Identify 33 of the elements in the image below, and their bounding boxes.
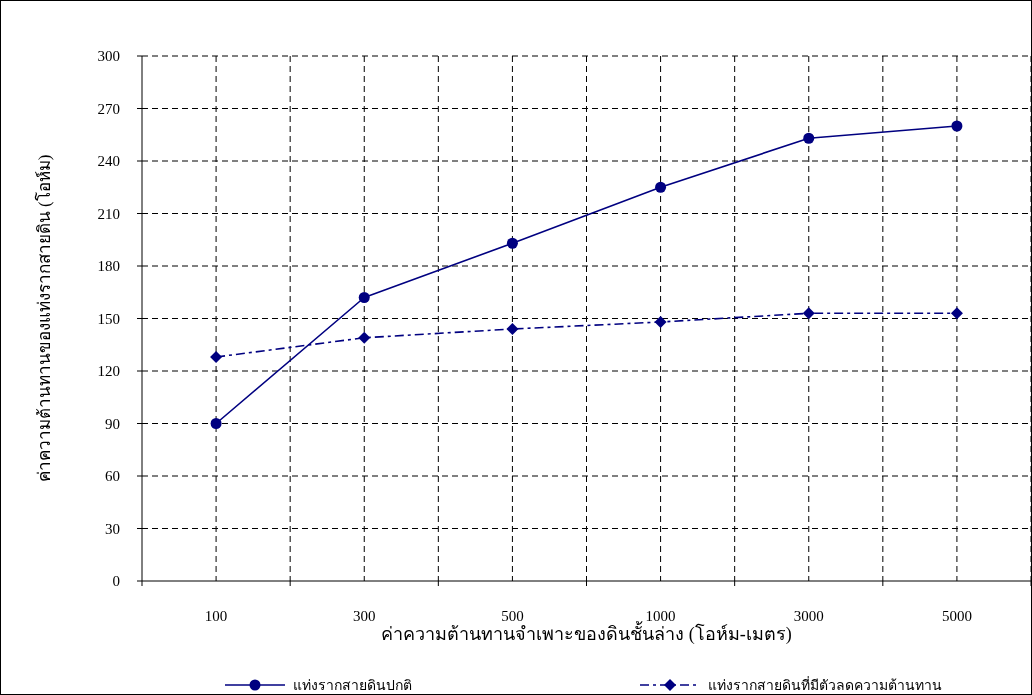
y-tick-label: 270	[97, 100, 120, 117]
y-tick-label: 150	[97, 310, 120, 327]
point	[802, 307, 815, 320]
point	[950, 307, 963, 320]
point	[358, 292, 370, 303]
y-tick-label: 180	[97, 258, 120, 274]
x-tick-label: 300	[353, 608, 376, 624]
y-tick-label: 300	[97, 48, 120, 64]
y-axis-title: ค่าความต้านทานของแท่งรากสายดิน (โอห์ม)	[34, 154, 54, 483]
x-tick-label: 3000	[793, 608, 824, 624]
point	[951, 120, 963, 132]
point	[210, 418, 222, 429]
x-tick-label: 1000	[645, 608, 676, 624]
point	[654, 316, 667, 328]
legend-label: แท่งรากสายดินที่มีตัวลดความต้านทาน	[708, 676, 942, 693]
y-tick-label: 0	[112, 573, 120, 589]
point	[655, 181, 667, 193]
y-tick-label: 60	[105, 468, 120, 484]
point	[506, 323, 519, 335]
y-tick-label: 120	[97, 363, 120, 379]
x-tick-label: 100	[204, 608, 228, 624]
x-axis-title: ค่าความต้านทานจำเพาะของดินชั้นล่าง (โอห์ม-เมตร)	[381, 621, 792, 645]
point	[506, 237, 518, 249]
x-tick-label: 5000	[941, 608, 972, 624]
x-tick-label: 500	[501, 608, 524, 624]
legend-label: แท่งรากสายดินปกติ	[293, 678, 412, 693]
point	[210, 351, 223, 363]
y-tick-label: 210	[97, 205, 120, 222]
y-tick-label: 30	[105, 520, 120, 537]
y-tick-label: 90	[105, 415, 120, 432]
y-tick-label: 240	[97, 153, 120, 169]
point	[803, 132, 815, 144]
point	[358, 331, 371, 344]
